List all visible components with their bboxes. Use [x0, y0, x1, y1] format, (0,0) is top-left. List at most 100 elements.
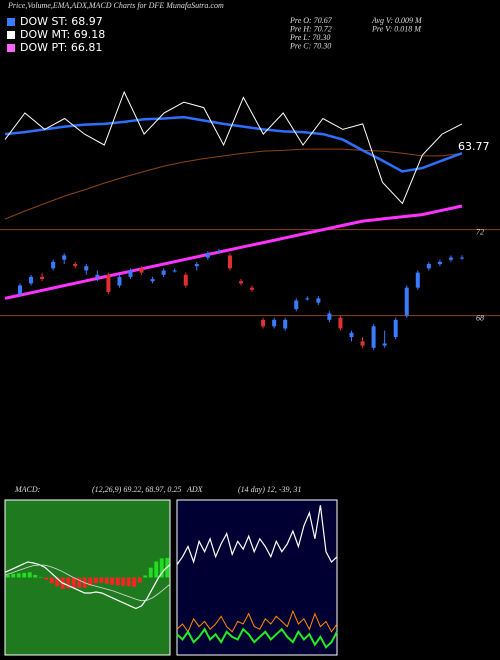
candle-body: [73, 264, 78, 267]
histogram-bar: [154, 561, 159, 578]
legend-label: DOW MT: 69.18: [20, 28, 105, 41]
histogram-bar: [148, 567, 153, 578]
histogram-bar: [16, 573, 21, 578]
candle-body: [250, 287, 255, 290]
candle-body: [95, 274, 100, 277]
series-line: [176, 505, 338, 565]
candle-body: [393, 319, 398, 338]
candle-body: [360, 341, 365, 346]
candle-body: [40, 276, 45, 280]
candle-body: [371, 326, 376, 348]
histogram-bar: [132, 577, 137, 587]
candle-body: [172, 270, 177, 272]
candle-body: [338, 317, 343, 329]
candle-body: [305, 298, 310, 300]
panel-title: MACD:: [14, 485, 41, 494]
candle-body: [106, 274, 111, 292]
candle-body: [239, 281, 243, 284]
candle-body: [117, 276, 122, 286]
histogram-bar: [44, 577, 49, 580]
candle-body: [205, 253, 210, 258]
candle-body: [18, 285, 22, 295]
histogram-bar: [143, 575, 148, 578]
candle-body: [139, 268, 144, 273]
price-stat: Pre C: 70.30: [289, 41, 331, 50]
candle-body: [415, 272, 420, 288]
y-tick-label: 68: [476, 313, 484, 322]
candle-body: [327, 313, 332, 320]
histogram-bar: [71, 577, 76, 588]
candle-body: [161, 270, 166, 275]
legend-swatch: [7, 18, 15, 26]
candle-body: [62, 255, 67, 260]
candle-body: [437, 261, 442, 265]
histogram-bar: [99, 577, 104, 583]
price-stat: Pre V: 0.018 M: [371, 24, 422, 33]
candle-body: [404, 287, 409, 316]
panel-subtitle: (14 day) 12, -39, 31: [238, 485, 302, 494]
series-line: [4, 115, 463, 173]
histogram-bar: [11, 573, 16, 578]
series-line: [4, 564, 171, 602]
candle-body: [29, 276, 34, 284]
candle-body: [283, 319, 288, 329]
candle-body: [316, 298, 321, 303]
series-line: [176, 627, 338, 649]
histogram-bar: [66, 577, 71, 589]
histogram-bar: [126, 577, 131, 587]
candle-body: [382, 343, 387, 346]
candle-body: [349, 332, 354, 338]
histogram-bar: [110, 577, 115, 585]
annotation: 63.77: [458, 140, 490, 153]
series-line: [4, 561, 171, 610]
histogram-bar: [88, 577, 93, 586]
panel-subtitle: (12,26,9) 69.22, 68.97, 0.25: [92, 485, 181, 494]
candle-body: [448, 257, 453, 260]
price-stat: Pre H: 70.72: [289, 24, 332, 33]
histogram-bar: [159, 558, 164, 578]
candle-body: [426, 264, 431, 269]
legend-swatch: [7, 44, 15, 52]
candle-body: [261, 319, 266, 327]
candle-body: [128, 270, 133, 277]
panel-title: ADX: [186, 485, 204, 494]
histogram-bar: [77, 577, 82, 588]
legend-swatch: [7, 31, 15, 39]
legend-label: DOW PT: 66.81: [20, 41, 102, 54]
histogram-bar: [115, 577, 120, 586]
price-stat: Pre O: 70.67: [289, 16, 333, 25]
series-line: [4, 90, 463, 205]
series-line: [4, 204, 463, 300]
histogram-bar: [121, 577, 126, 586]
histogram-bar: [5, 574, 10, 578]
histogram-bar: [93, 577, 98, 584]
candle-body: [272, 319, 277, 327]
candle-body: [227, 255, 232, 269]
legend-label: DOW ST: 68.97: [20, 15, 103, 28]
panel-background: [4, 499, 171, 656]
panel-background: [176, 499, 338, 656]
candle-body: [460, 257, 464, 259]
candle-body: [183, 274, 188, 286]
histogram-bar: [33, 574, 38, 578]
candle-body: [294, 300, 299, 310]
candle-body: [216, 251, 221, 253]
histogram-bar: [27, 572, 32, 578]
candle-body: [51, 261, 56, 269]
series-line: [176, 609, 338, 633]
histogram-bar: [49, 577, 54, 584]
price-stat: Pre L: 70.30: [289, 33, 330, 42]
histogram-bar: [137, 577, 142, 583]
price-stat: Avg V: 0.009 M: [371, 16, 423, 25]
candle-body: [84, 266, 89, 271]
candle-body: [194, 264, 199, 267]
page-title: Price,Volume,EMA,ADX,MACD Charts for DFE…: [7, 1, 224, 10]
histogram-bar: [38, 576, 43, 578]
histogram-bar: [104, 577, 109, 584]
histogram-bar: [55, 577, 60, 587]
histogram-bar: [22, 572, 27, 578]
y-tick-label: 72: [476, 227, 484, 236]
series-line: [4, 148, 463, 220]
candle-body: [150, 279, 155, 282]
